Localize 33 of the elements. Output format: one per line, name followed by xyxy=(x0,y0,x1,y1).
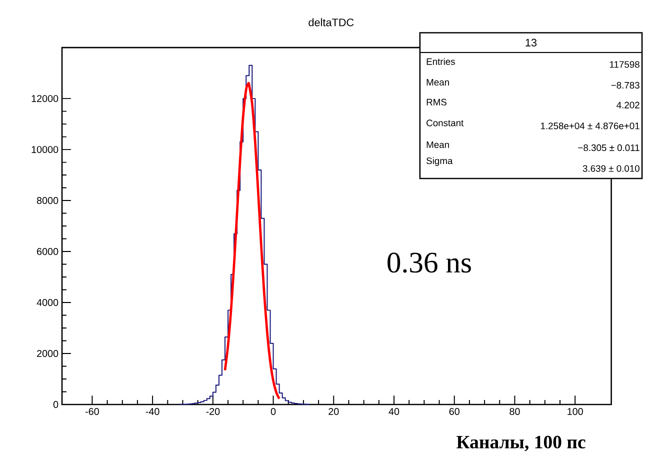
annotation: −8.305 ± 0.011 xyxy=(578,144,640,152)
y-tick-label: 10000 xyxy=(32,146,58,154)
annotation: Sigma xyxy=(426,157,453,166)
x-tick-label: -60 xyxy=(85,408,99,416)
y-tick-label: 8000 xyxy=(36,197,58,204)
line-series xyxy=(224,82,280,400)
x-tick-label: 20 xyxy=(328,408,339,416)
y-tick-label: 2000 xyxy=(37,350,58,358)
x-tick-label: 40 xyxy=(388,408,400,416)
x-tick-label: 60 xyxy=(449,408,460,416)
annotation: RMS xyxy=(426,98,446,106)
annotation: Entries xyxy=(426,58,455,65)
y-tick-label: 4000 xyxy=(36,299,58,306)
x-tick-label: 100 xyxy=(568,408,583,416)
annotation: Mean xyxy=(426,141,449,148)
x-tick-label: -20 xyxy=(206,408,220,416)
x-tick-label: 80 xyxy=(510,408,520,416)
annotation: 0.36 ns xyxy=(388,252,471,273)
text: −8.783 xyxy=(611,82,640,89)
y-tick-label: 6000 xyxy=(37,248,58,256)
annotation: 117598 xyxy=(610,61,640,68)
y-tick-label: 12000 xyxy=(32,95,58,102)
annotation: Mean xyxy=(426,79,449,86)
annotation: 1.258e+04 ± 4.876e+01 xyxy=(540,122,640,130)
annotation: Constant xyxy=(426,120,464,126)
text: 4.202 xyxy=(616,102,640,108)
y-tick-label: 0 xyxy=(53,401,58,408)
x-tick-label: -40 xyxy=(146,408,160,416)
text: 13 xyxy=(526,38,537,46)
chart-title: deltaTDC xyxy=(308,18,354,26)
x-axis-title: Каналы, 100 пс xyxy=(456,436,586,452)
annotation: 3.639 ± 0.010 xyxy=(582,165,640,172)
x-tick-label: 0 xyxy=(270,408,276,416)
